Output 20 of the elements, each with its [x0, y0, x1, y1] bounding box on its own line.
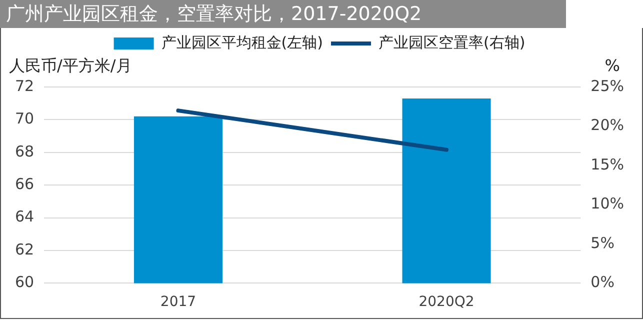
y2-tick-label: 25% [590, 76, 624, 95]
x-tick-label: 2020Q2 [418, 294, 474, 310]
y-tick-label: 68 [14, 142, 34, 160]
legend-label: 产业园区空置率(右轴) [378, 33, 526, 52]
y2-axis-title: % [604, 56, 620, 76]
y-tick-label: 60 [14, 273, 34, 292]
legend-label: 产业园区平均租金(左轴) [161, 33, 324, 52]
y-tick-label: 66 [14, 174, 34, 193]
y2-tick-label: 15% [590, 155, 624, 174]
y2-tick-label: 20% [590, 116, 624, 134]
y-tick-label: 64 [14, 208, 34, 226]
y2-tick-label: 0% [590, 273, 614, 292]
x-tick-label: 2017 [160, 294, 196, 310]
y-tick-label: 70 [14, 110, 34, 128]
y-tick-label: 62 [14, 240, 34, 258]
y-tick-label: 72 [14, 76, 34, 95]
chart-title: 广州产业园区租金，空置率对比，2017-2020Q2 [0, 0, 566, 28]
y2-tick-label: 5% [590, 234, 614, 252]
y2-tick-label: 10% [590, 194, 624, 213]
y-axis-title: 人民币/平方米/月 [9, 56, 132, 76]
